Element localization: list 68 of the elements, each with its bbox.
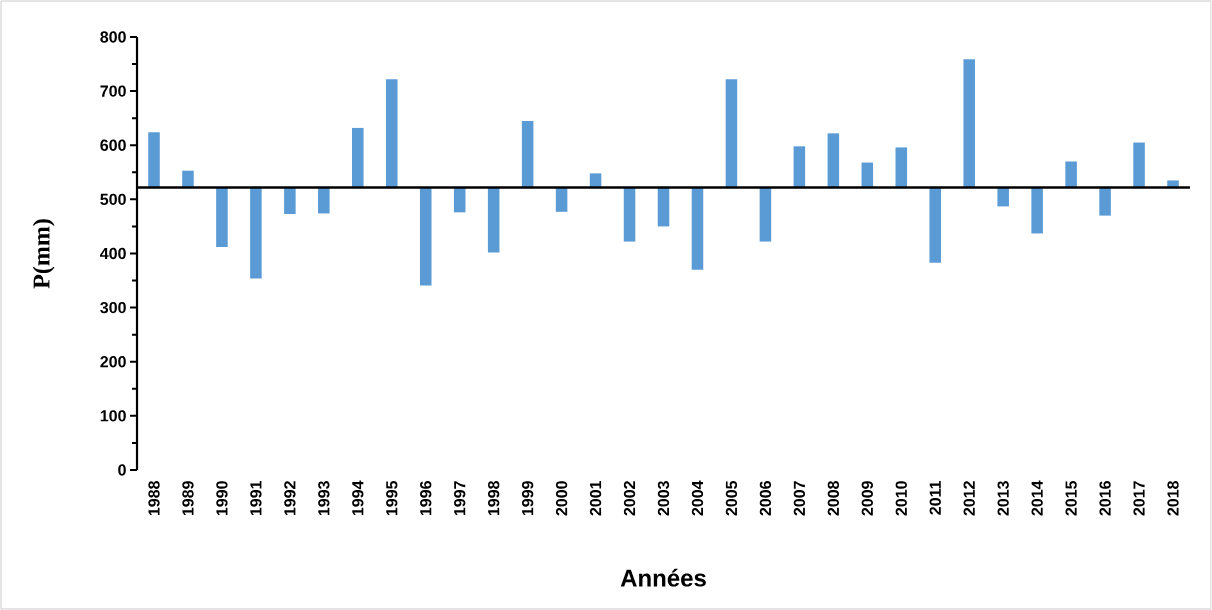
bar [895, 147, 908, 188]
x-tick-label: 2013 [997, 481, 1009, 516]
y-tick-label: 700 [100, 85, 126, 97]
bar [318, 187, 330, 214]
bar [1133, 142, 1145, 188]
x-tick-label: 2000 [555, 481, 568, 516]
x-tick-label: 2010 [895, 481, 907, 516]
x-tick-label: 2001 [589, 480, 602, 516]
x-tick-label: 2016 [1099, 481, 1111, 516]
y-tick-label: 600 [100, 139, 126, 151]
y-tick-label: 200 [100, 356, 126, 368]
x-tick-label: 1990 [216, 481, 228, 516]
x-tick-label: 1988 [148, 481, 160, 516]
bar [487, 187, 500, 253]
bar [182, 170, 194, 188]
bar [725, 79, 738, 188]
x-tick-label: 2014 [1031, 480, 1043, 516]
x-tick-label: 1994 [352, 480, 364, 516]
y-tick-label: 400 [100, 247, 126, 260]
x-tick-label: 1993 [318, 481, 330, 516]
bar [657, 187, 670, 227]
x-tick-label: 2011 [929, 480, 941, 515]
bar [793, 146, 806, 188]
bar [216, 187, 228, 247]
y-tick-label: 300 [100, 301, 126, 314]
x-tick-label: 2017 [1133, 481, 1145, 516]
bar [1099, 187, 1111, 216]
bar [1065, 161, 1077, 188]
x-tick-label: 1997 [454, 481, 466, 516]
bar [1031, 187, 1043, 234]
x-tick-label: 1989 [182, 481, 194, 516]
bar [284, 187, 296, 214]
bar [352, 127, 364, 188]
x-tick-label: 2005 [725, 480, 738, 516]
bar [385, 79, 398, 188]
bar [419, 187, 432, 286]
bar [827, 133, 840, 188]
x-axis-title: Années [620, 568, 706, 587]
bar [148, 132, 160, 188]
x-tick-label: 2007 [793, 481, 806, 516]
bar [623, 187, 636, 242]
x-tick-label: 1992 [284, 481, 296, 516]
x-tick-label: 2018 [1167, 481, 1179, 516]
bar [555, 187, 568, 212]
y-axis-title: P(mm) [32, 219, 55, 289]
y-tick-label: 800 [100, 31, 126, 43]
bar [929, 187, 942, 263]
x-tick-label: 2012 [963, 481, 975, 516]
x-tick-label: 2008 [827, 481, 840, 516]
bar [759, 187, 772, 242]
x-tick-label: 2009 [861, 481, 873, 516]
x-tick-label: 2002 [623, 481, 636, 516]
y-tick-label: 500 [100, 193, 126, 206]
x-tick-label: 1995 [386, 480, 398, 516]
y-tick-label: 0 [118, 464, 126, 476]
x-tick-label: 1998 [488, 481, 500, 516]
x-tick-label: 2015 [1065, 480, 1077, 516]
x-tick-label: 1999 [521, 481, 534, 516]
x-tick-label: 1996 [420, 481, 432, 516]
bar [963, 59, 975, 188]
x-tick-label: 2006 [759, 481, 772, 516]
bar [250, 187, 262, 279]
x-tick-label: 2004 [691, 480, 704, 516]
y-tick-label: 100 [100, 410, 126, 422]
bar [691, 187, 704, 270]
x-tick-label: 2003 [657, 481, 670, 516]
bar [521, 120, 534, 188]
x-tick-label: 1991 [250, 480, 262, 516]
